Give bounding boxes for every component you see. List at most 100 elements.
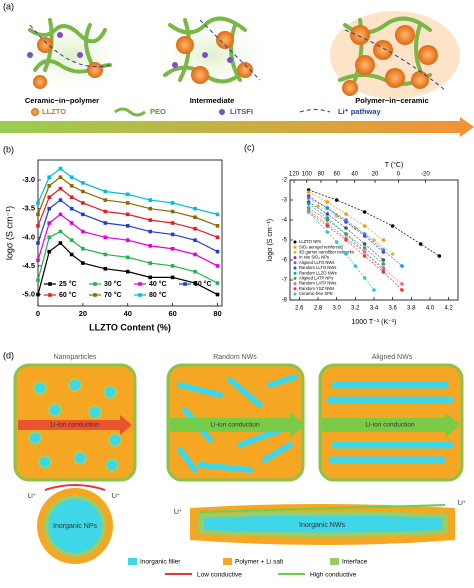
legend-marker [93,282,97,286]
marker [215,212,220,217]
point [437,254,442,258]
point [325,212,330,216]
x-tick-label: 80 [213,309,221,318]
y-tick-label: -5 [282,238,288,244]
marker [125,201,130,205]
marker [36,224,40,228]
legend-label: 30 °C [104,280,122,288]
point [344,226,348,230]
legend-label: Polymer + Li salt [235,559,283,566]
point [353,264,358,268]
x2-tick-label: -20 [421,172,430,178]
point [306,210,311,214]
point [362,242,367,246]
nw-label: Inorganic NWs [299,522,345,529]
fit-line [308,211,403,291]
point [344,212,348,216]
x-tick-label: 3.4 [370,306,379,312]
legend-label: Random LLTO NWs [299,265,336,270]
marker [215,292,220,297]
point [362,254,367,258]
li-label: Li⁺ [174,509,182,516]
x2-tick-label: 60 [333,172,340,178]
point [362,232,367,236]
marker [81,261,85,265]
point [306,196,311,200]
legend-label: 3D garnet nanofiber networks [299,250,354,255]
panel-title: Aligned NWs [372,354,413,361]
x-tick-label: 2.8 [314,306,323,312]
legend-marker [293,276,297,280]
legend-marker [293,292,297,296]
x2-axis-label: T (°C) [385,161,404,169]
point [381,262,386,266]
marker [103,235,108,240]
marker [47,206,52,211]
marker [125,269,130,274]
point [325,230,330,234]
panel-label: (a) [3,1,14,11]
marker [215,281,220,285]
marker [47,221,52,225]
marker [215,264,220,268]
marker [148,198,152,202]
legend-label: SiO₂ aerogel reinforced [299,244,343,249]
legend-label: LiTSFI [230,107,253,116]
legend-label: Interface [342,559,368,566]
point [334,214,339,218]
marker [125,224,130,228]
x-tick-label: 40 [124,309,132,318]
point [362,250,367,254]
marker [58,186,63,191]
point [306,190,311,194]
marker [193,226,197,231]
legend-label: 50 °C [194,280,212,288]
marker [170,275,175,280]
marker [103,209,108,214]
marker [193,269,197,274]
marker [148,261,152,265]
x-tick-label: 20 [79,309,87,318]
legend-marker [48,282,52,286]
marker [193,215,197,220]
legend-label: 80 °C [149,291,167,299]
point [390,252,395,256]
marker [215,249,220,254]
marker [148,244,152,248]
point [344,238,348,242]
x-tick-label: 3.0 [332,306,341,312]
legend-label: Inorganic filler [140,559,181,566]
marker [69,238,74,242]
fit-line [308,197,403,267]
x-tick-label: 4.2 [444,306,453,312]
legend-marker [293,256,297,260]
marker [215,224,220,228]
point [390,224,395,228]
legend-label: Aligned LATP NPs [299,276,333,281]
legend-label: 25 °C [59,280,77,288]
panel-title: Random NWs [213,354,257,361]
arrow-text: Li-ion conduction [50,422,100,429]
caption: Intermediate [190,96,235,105]
marker [193,206,197,211]
marker [148,275,152,280]
marker [58,212,63,217]
legend-label: Ceramic-free SPE [299,291,333,296]
marker [193,252,197,257]
marker [170,232,175,237]
marker [58,198,63,202]
point [362,276,367,280]
marker [69,195,74,200]
legend-marker [293,287,297,291]
marker [193,281,197,285]
y-tick-label: -2 [282,178,288,184]
point [344,232,348,236]
panel-title: Nanoparticles [54,354,97,361]
np-label: Inorganic NPs [53,523,97,530]
marker [69,221,74,225]
legend-marker [293,261,297,265]
panel-label: (d) [3,350,14,360]
x2-tick-label: 0 [397,172,401,178]
plot-frame [37,159,223,307]
point [381,238,386,242]
